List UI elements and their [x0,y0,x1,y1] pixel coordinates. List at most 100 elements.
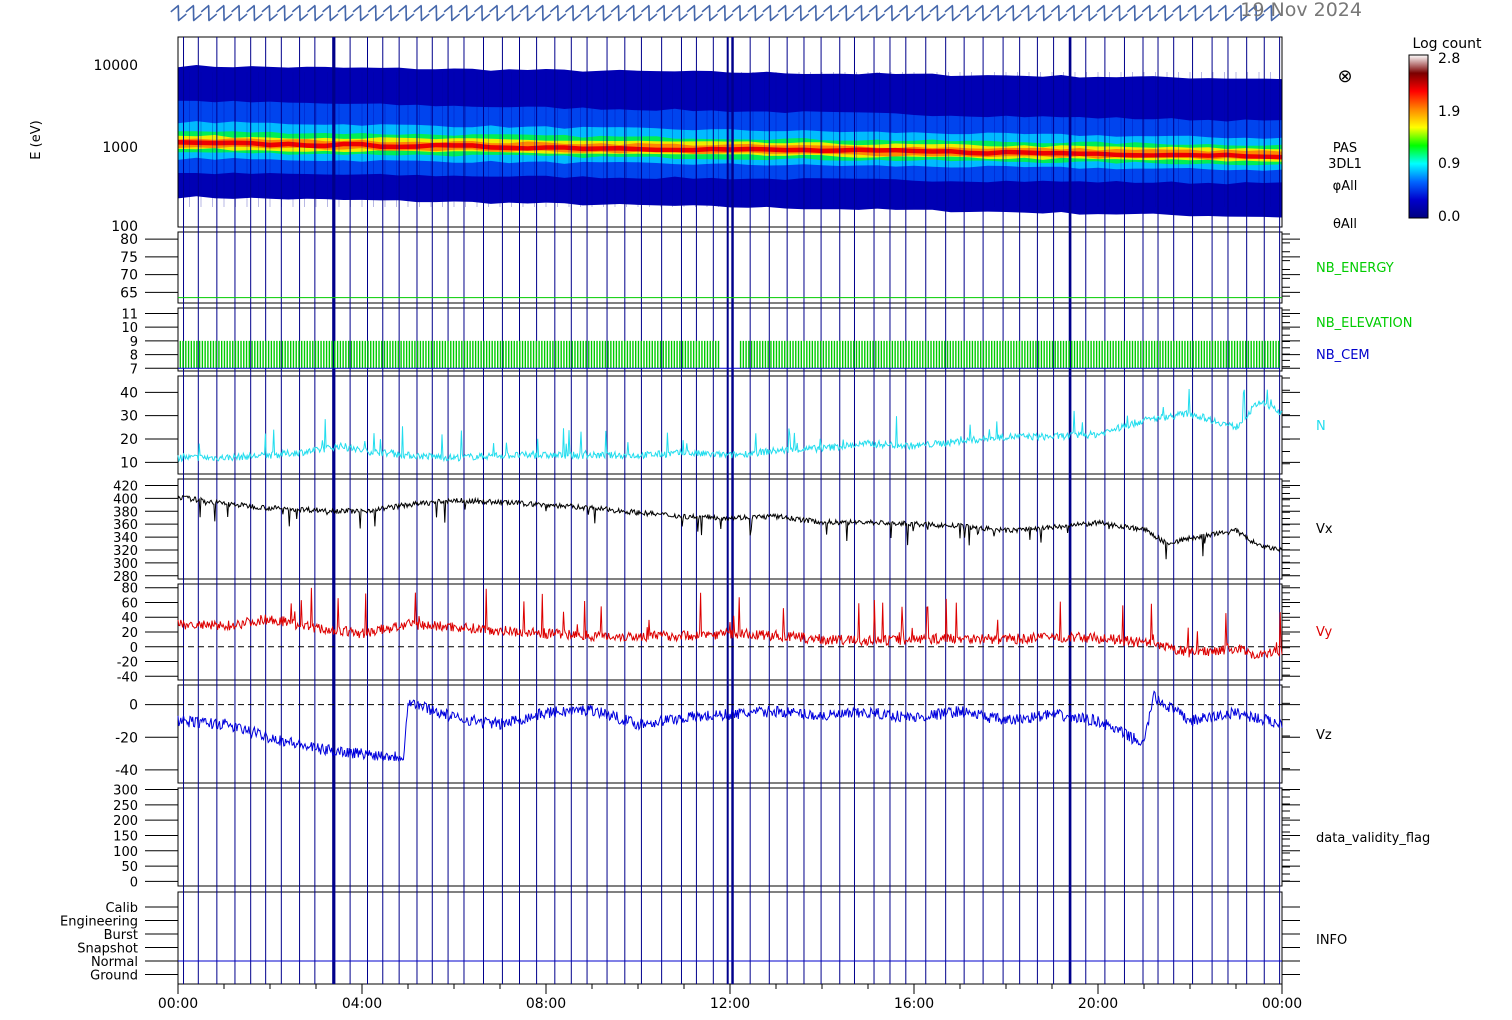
spectrogram-bands [177,65,1282,218]
energy-tick-1000: 1000 [102,140,138,156]
nb-energy-tick-label: 65 [120,285,138,301]
validity-tick-label: 0 [130,875,138,890]
energy-axis-label: E (eV) [29,120,44,159]
vy-tick-label: 80 [121,582,138,597]
vy-tick-label: 20 [121,626,138,641]
validity-label: data_validity_flag [1316,831,1430,846]
panel-energy-spectrogram: E (eV) 10000 1000 100 ⊗ PAS 3DL1 φAll θA… [29,36,1362,235]
date-title: 19 Nov 2024 [1240,0,1362,21]
colorbar-scale [1408,54,1429,219]
nb-energy-tick-label: 70 [120,268,138,284]
vz-tick-label: -20 [115,730,138,746]
nb-energy-tick-label: 80 [120,232,138,248]
vx-tick-label: 300 [113,557,138,572]
vy-tick-label: 40 [121,611,138,626]
panel-data-validity: data_validity_flag [177,787,1430,887]
density-tick-label: 30 [120,409,138,425]
vy-tick-label: -20 [117,656,138,671]
time-tick-label: 00:00 [158,996,198,1012]
validity-tick-label: 100 [113,845,138,860]
vx-tick-label: 400 [113,492,138,507]
nb-energy-tick-label: 75 [120,250,138,266]
panel-nb-energy: NB_ENERGY [177,231,1394,304]
panel-vz: Vz [177,684,1332,784]
info-level-label: Snapshot [77,942,138,957]
validity-tick-label: 150 [113,829,138,844]
time-tick-label: 04:00 [342,996,382,1012]
vy-tick-label: 0 [130,641,138,656]
vy-label: Vy [1316,625,1333,640]
vx-label: Vx [1316,522,1333,537]
validity-tick-label: 200 [113,814,138,829]
validity-tick-label: 50 [121,860,138,875]
vx-tick-label: 360 [113,518,138,533]
time-tick-label: 16:00 [894,996,934,1012]
overlay-glyph-row: ZZZZZZZZZZZZZZZZZZZZZZZZZZZZZZZZZZZZZZZZ… [168,2,1284,26]
time-tick-label: 08:00 [526,996,566,1012]
side-label-3dl1: 3DL1 [1328,157,1362,172]
colorbar-tick-high: 1.9 [1438,104,1460,120]
vy-tick-label: -40 [117,670,138,685]
colorbar-tick-mid: 0.9 [1438,156,1460,172]
validity-tick-label: 300 [113,784,138,799]
time-tick-label: 00:00 [1262,996,1302,1012]
colorbar-tick-max: 2.8 [1438,51,1460,67]
nb-elevation-label: NB_ELEVATION [1316,316,1413,331]
nb-elevation-frame [177,307,1283,372]
energy-tick-100: 100 [111,219,138,235]
panel-vy: Vy [177,583,1333,681]
density-tick-label: 20 [120,432,138,448]
vz-tick-label: 0 [129,698,138,714]
panel-info: INFO [177,891,1347,985]
validity-frame [177,787,1283,887]
vy-series-line [177,587,1283,660]
vx-tick-label: 380 [113,505,138,520]
vx-tick-label: 420 [113,479,138,494]
plot-elements: 8075706511109874030201042040038036034032… [60,232,1302,1012]
density-frame [177,375,1283,475]
sweep-lines [183,37,1281,984]
nb-cem-label: NB_CEM [1316,348,1370,363]
side-label-phi-all: φAll [1333,179,1358,194]
panel-density: N [177,375,1326,475]
nb-energy-label: NB_ENERGY [1316,261,1394,276]
vz-tick-label: -40 [115,763,138,779]
side-label-pas: PAS [1333,141,1357,156]
density-label: N [1316,419,1326,434]
time-tick-label: 12:00 [710,996,750,1012]
crossed-circle-icon: ⊗ [1337,66,1352,87]
info-label: INFO [1316,933,1347,948]
energy-tick-10000: 10000 [93,58,138,74]
vx-frame [177,478,1283,580]
vx-tick-label: 340 [113,531,138,546]
colorbar-tick-min: 0.0 [1438,209,1460,225]
nb-energy-frame [177,231,1283,304]
vy-tick-label: 60 [121,596,138,611]
density-tick-label: 40 [120,385,138,401]
vz-series-line [177,690,1283,762]
vz-label: Vz [1316,728,1332,743]
validity-tick-label: 250 [113,799,138,814]
info-level-label: Normal [91,955,138,970]
time-tick-label: 20:00 [1078,996,1118,1012]
nb-elevation-tick-label: 11 [121,307,138,322]
info-level-label: Engineering [60,915,138,930]
nb-elevation-tick-label: 10 [121,321,138,336]
colorbar-title: Log count [1413,36,1482,52]
info-level-label: Burst [104,928,138,943]
nb-elevation-tick-label: 7 [130,362,138,377]
panel-vx: Vx [177,478,1333,580]
info-level-label: Calib [105,901,138,916]
vx-series-line [177,495,1283,560]
info-level-label: Ground [90,969,138,984]
nb-elevation-tick-label: 8 [130,349,138,364]
vx-tick-label: 320 [113,544,138,559]
vx-tick-label: 280 [113,570,138,585]
vz-frame [177,684,1283,784]
colorbar: Log count 2.8 1.9 0.9 0.0 [1408,36,1482,225]
spectrogram-frame [177,36,1283,228]
info-frame [177,891,1283,985]
spectrogram-band [178,140,1282,160]
density-series-line [177,388,1283,463]
